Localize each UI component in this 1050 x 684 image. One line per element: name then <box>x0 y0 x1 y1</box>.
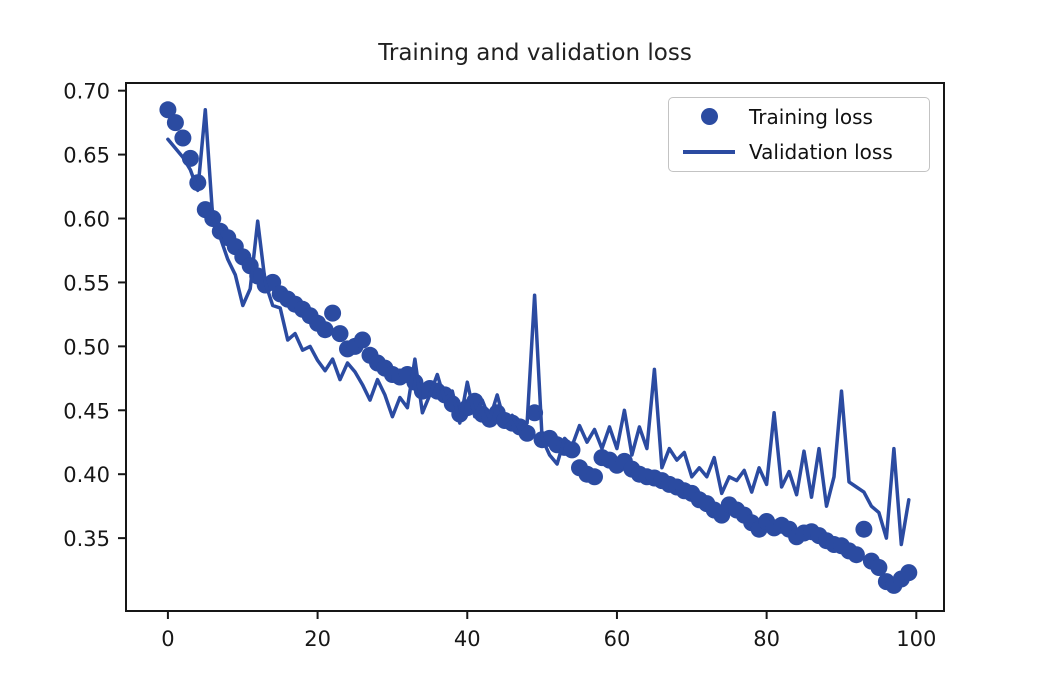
data-point <box>354 331 371 349</box>
legend-item-validation-loss: Validation loss <box>669 135 929 169</box>
y-tick-label: 0.45 <box>63 399 110 423</box>
x-tick-label: 20 <box>304 627 331 651</box>
y-tick-label: 0.35 <box>63 527 110 551</box>
data-point <box>586 468 603 486</box>
data-point <box>331 325 349 343</box>
data-point <box>324 304 342 322</box>
legend-label-validation-loss: Validation loss <box>749 140 893 165</box>
training-loss-dot-marker-icon <box>700 108 718 126</box>
x-tick-label: 0 <box>161 627 174 651</box>
chart-title: Training and validation loss <box>378 40 692 66</box>
x-axis: 0 20 40 60 80 100 <box>161 611 936 651</box>
data-point <box>174 129 192 147</box>
axes-spines <box>125 82 945 612</box>
data-point <box>166 114 184 132</box>
data-point <box>316 321 334 339</box>
y-tick-label: 0.70 <box>63 80 110 104</box>
data-point <box>159 101 177 119</box>
legend-label-training-loss: Training loss <box>749 104 873 129</box>
data-point <box>563 441 581 459</box>
legend-marker-cell <box>669 108 749 126</box>
y-tick-label: 0.55 <box>63 271 110 295</box>
y-tick-label: 0.65 <box>63 144 110 168</box>
x-tick-label: 40 <box>454 627 481 651</box>
y-tick-label: 0.40 <box>63 463 110 487</box>
x-tick-label: 80 <box>753 627 780 651</box>
data-point <box>870 559 888 576</box>
data-point <box>855 520 873 538</box>
data-point <box>847 546 865 564</box>
data-point <box>900 564 918 582</box>
validation-loss-line-marker-icon <box>683 150 735 155</box>
legend: Training loss Validation loss <box>668 97 930 172</box>
y-tick-label: 0.60 <box>63 208 110 232</box>
validation-loss-line <box>166 108 911 547</box>
x-tick-label: 60 <box>604 627 631 651</box>
legend-marker-cell <box>669 150 749 155</box>
legend-item-training-loss: Training loss <box>669 100 929 134</box>
x-tick-label: 100 <box>896 627 936 651</box>
y-tick-label: 0.50 <box>63 335 110 359</box>
y-axis: 0.35 0.40 0.45 0.50 0.55 0.60 0.65 0.70 <box>63 80 126 551</box>
